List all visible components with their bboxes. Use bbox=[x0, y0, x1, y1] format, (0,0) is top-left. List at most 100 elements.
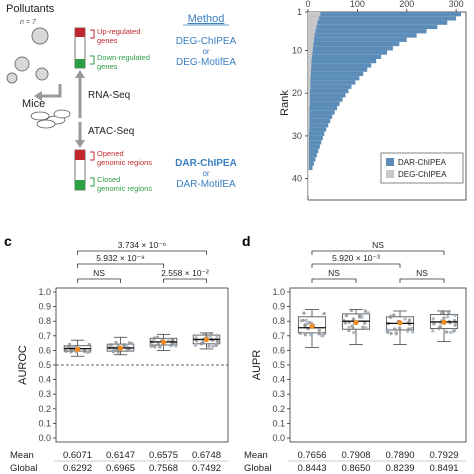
deg-bar bbox=[308, 140, 309, 145]
deg-bar bbox=[308, 76, 311, 81]
comparison-label: 2.558 × 10⁻² bbox=[161, 268, 209, 278]
data-point bbox=[214, 343, 219, 347]
data-point bbox=[351, 326, 355, 331]
data-point bbox=[437, 326, 441, 331]
mean-row-label: Mean bbox=[244, 450, 268, 461]
deg-bar bbox=[308, 41, 314, 47]
data-point bbox=[350, 324, 355, 328]
mean-value: 0.6748 bbox=[192, 450, 221, 461]
y-tick-label: 0.1 bbox=[38, 418, 51, 428]
deg-bar bbox=[308, 63, 312, 68]
deg-bar bbox=[308, 157, 309, 162]
data-point bbox=[82, 349, 87, 354]
deg-bar bbox=[308, 178, 309, 183]
y-tick-label: 0.2 bbox=[38, 404, 51, 414]
deg-bar bbox=[308, 101, 310, 106]
dar-bar bbox=[308, 76, 360, 81]
data-point bbox=[304, 318, 309, 323]
data-point bbox=[364, 326, 368, 330]
data-point bbox=[125, 348, 129, 352]
data-point bbox=[431, 329, 435, 333]
arrow-head-icon bbox=[75, 70, 85, 78]
dar-bar bbox=[308, 20, 448, 25]
x-tick-label: 200 bbox=[399, 0, 414, 9]
rna-gene-bar bbox=[74, 27, 86, 69]
data-point bbox=[397, 326, 402, 330]
mean-value: 0.6575 bbox=[149, 450, 178, 461]
data-point bbox=[347, 325, 351, 330]
deg-bar bbox=[308, 93, 310, 98]
mean-marker bbox=[203, 336, 210, 343]
data-point bbox=[321, 333, 325, 338]
atac-region-bar bbox=[74, 149, 86, 191]
deg-bar bbox=[308, 174, 309, 179]
data-point bbox=[317, 328, 321, 333]
panel-d-label: d bbox=[242, 233, 251, 249]
dar-bar bbox=[308, 140, 322, 145]
dar-bar bbox=[308, 97, 343, 102]
y-tick-label: 0.6 bbox=[272, 345, 285, 355]
dar-bar bbox=[308, 67, 368, 72]
y-tick-label: 0.1 bbox=[272, 418, 285, 428]
data-point bbox=[298, 331, 303, 335]
data-point bbox=[209, 332, 213, 336]
legend-swatch-deg bbox=[386, 170, 394, 178]
comparison-label: 5.920 × 10⁻³ bbox=[332, 253, 380, 263]
data-point bbox=[452, 328, 457, 332]
down-bracket bbox=[90, 55, 95, 65]
data-point bbox=[152, 336, 156, 341]
dar-bar bbox=[308, 131, 325, 136]
y-tick-label: 10 bbox=[292, 45, 302, 55]
data-point bbox=[445, 315, 450, 319]
deg-bar bbox=[308, 12, 321, 17]
y-tick-label: 1 bbox=[297, 7, 302, 17]
dar-bar bbox=[308, 16, 457, 21]
mean-marker bbox=[397, 320, 403, 326]
up-genes-label: Up-regulated genes bbox=[97, 27, 140, 45]
global-value: 0.6292 bbox=[63, 463, 92, 474]
comparison-bracket bbox=[77, 263, 164, 268]
legend-box bbox=[380, 152, 464, 184]
data-point bbox=[170, 342, 174, 347]
aupr-plot-frame bbox=[289, 287, 467, 443]
comparison-label: 3.734 × 10⁻⁶ bbox=[118, 240, 166, 250]
data-point bbox=[322, 311, 326, 316]
y-tick-label: 0.9 bbox=[272, 302, 285, 312]
data-point bbox=[308, 332, 313, 337]
data-point bbox=[69, 350, 73, 354]
down-genes-label: Down-regulated genes bbox=[97, 53, 150, 71]
comparison-label: NS bbox=[93, 268, 105, 278]
data-point bbox=[385, 328, 389, 333]
deg-bar bbox=[308, 37, 314, 42]
data-point bbox=[352, 330, 356, 335]
data-point bbox=[301, 318, 305, 323]
deg-bar bbox=[308, 153, 309, 158]
comparison-bracket bbox=[77, 250, 207, 255]
deg-bar bbox=[308, 71, 311, 77]
data-point bbox=[127, 341, 132, 345]
comparison-label: NS bbox=[328, 268, 340, 278]
dar-bar bbox=[308, 37, 407, 42]
comparison-bracket bbox=[163, 278, 207, 283]
data-point bbox=[114, 340, 118, 345]
data-point bbox=[432, 322, 436, 326]
rank-legend: DAR-ChIPEA DEG-ChIPEA bbox=[380, 152, 464, 184]
comparison-bracket bbox=[399, 278, 445, 283]
y-tick-label: 0.0 bbox=[272, 433, 285, 443]
data-point bbox=[442, 316, 446, 320]
dar-bar bbox=[308, 71, 364, 77]
deg-bar bbox=[308, 97, 310, 102]
deg-bar bbox=[308, 20, 318, 25]
data-point bbox=[394, 330, 398, 335]
dar-bar bbox=[308, 157, 316, 162]
comparison-bracket bbox=[311, 278, 357, 283]
mean-value: 0.6147 bbox=[106, 450, 135, 461]
dar-bar bbox=[308, 165, 313, 171]
deg-bar bbox=[308, 127, 310, 132]
data-point bbox=[130, 341, 135, 346]
deg-bar bbox=[308, 170, 309, 175]
flow-arrow bbox=[40, 84, 62, 98]
deg-bar bbox=[308, 33, 315, 38]
pollutant-particles bbox=[6, 27, 49, 84]
data-point bbox=[363, 321, 367, 325]
